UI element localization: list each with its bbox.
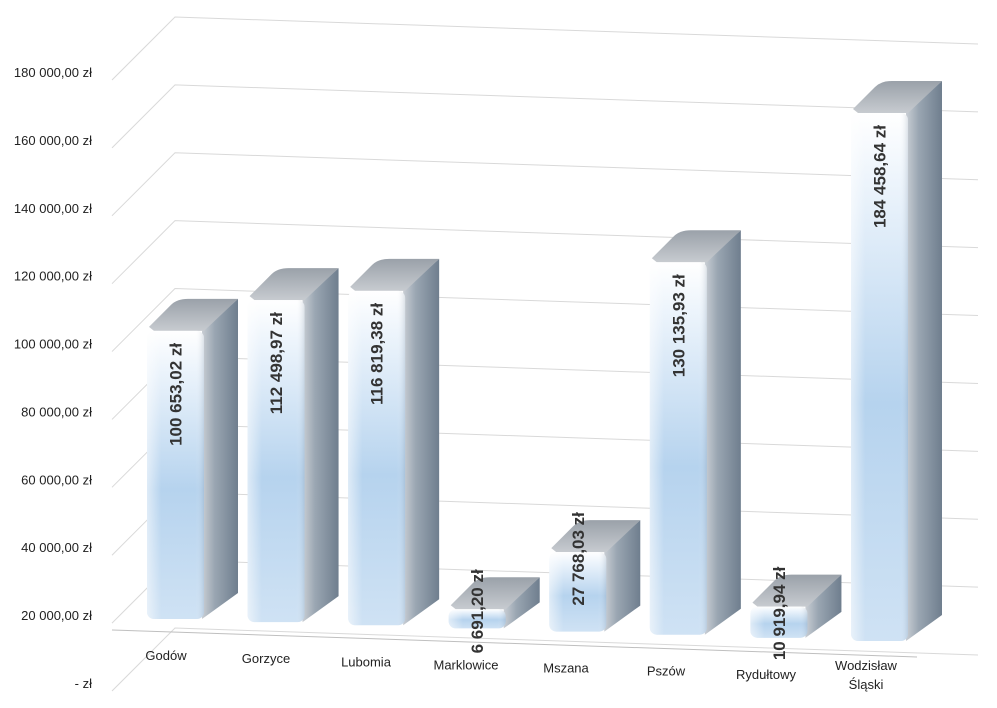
data-label: 10 919,94 zł	[770, 566, 789, 660]
gridline	[111, 288, 979, 352]
bar-side	[302, 268, 339, 623]
bar: 27 768,03 zł	[549, 512, 641, 632]
data-label: 100 653,02 zł	[167, 343, 186, 446]
x-axis-ticks: Godów Gorzyce Lubomia Marklowice Mszana Pszów…	[145, 648, 897, 692]
y-tick-label: 140 000,00 zł	[14, 201, 92, 216]
x-tick-label: Pszów	[647, 664, 686, 679]
data-label: 184 458,64 zł	[871, 125, 890, 228]
bar-front-shade	[851, 113, 908, 641]
bar-side	[503, 577, 540, 629]
bar-top	[249, 268, 339, 301]
bar: 100 653,02 zł	[147, 298, 238, 619]
bar-side	[403, 258, 440, 626]
y-tick-label: 60 000,00 zł	[21, 472, 92, 487]
bar-top	[350, 258, 440, 291]
gridline	[111, 220, 979, 285]
x-tick-label: Marklowice	[433, 657, 498, 672]
bar: 130 135,93 zł	[649, 230, 741, 635]
gridline	[111, 491, 979, 556]
y-axis-ticks: - zł 20 000,00 zł 40 000,00 zł 60 000,00 zł…	[14, 65, 92, 691]
gridline	[111, 627, 979, 692]
x-tick-label: Wodzisław Śląski	[835, 658, 898, 692]
y-tick-label: 100 000,00 zł	[14, 337, 92, 352]
bar-top	[149, 298, 238, 331]
x-axis-line	[111, 629, 918, 658]
y-tick-label: 180 000,00 zł	[14, 65, 92, 80]
y-tick-label: 120 000,00 zł	[14, 269, 92, 284]
bar-top	[450, 577, 540, 610]
bar: 10 919,94 zł	[750, 566, 842, 660]
data-label: 112 498,97 zł	[267, 312, 286, 414]
bar-top	[853, 81, 942, 113]
bar: 116 819,38 zł	[348, 258, 440, 626]
x-tick-label: Rydułtowy	[736, 667, 796, 682]
data-label: 27 768,03 zł	[569, 512, 588, 606]
y-tick-label: 20 000,00 zł	[21, 608, 92, 623]
bar-side	[202, 298, 238, 619]
bar-front-shade	[448, 609, 506, 629]
bar-front-shade	[750, 606, 808, 638]
bar: 6 691,20 zł	[448, 569, 540, 653]
bars: 100 653,02 zł 112 498,97 zł 116 819,38 zł 6…	[147, 81, 942, 660]
bar-top	[651, 230, 741, 263]
x-tick-label: Gorzyce	[242, 651, 290, 666]
y-tick-label: 160 000,00 zł	[14, 133, 92, 148]
x-tick-label: Lubomia	[341, 654, 392, 669]
bar-side	[805, 574, 842, 638]
bar-front-shade	[147, 330, 204, 619]
bar-front-shade	[649, 262, 707, 635]
gridlines	[111, 16, 979, 692]
x-tick-label: Mszana	[543, 661, 589, 676]
data-label: 6 691,20 zł	[468, 569, 487, 653]
bar: 184 458,64 zł	[851, 81, 942, 641]
gridline	[111, 355, 979, 420]
bar-front-shade	[549, 552, 607, 632]
bar-side	[704, 230, 741, 635]
bar-top	[551, 520, 641, 553]
gridline	[111, 152, 979, 217]
gridline	[111, 423, 979, 488]
data-label: 116 819,38 zł	[368, 303, 387, 405]
gridline	[111, 559, 979, 624]
bar: 112 498,97 zł	[247, 268, 339, 623]
bar-top	[752, 574, 842, 607]
gridline	[111, 16, 979, 81]
x-tick-label: Godów	[145, 648, 187, 663]
gridline	[111, 84, 979, 149]
bar-side	[604, 520, 641, 632]
data-label: 130 135,93 zł	[669, 274, 688, 377]
bar-side	[906, 81, 942, 641]
bar-front-shade	[247, 300, 305, 623]
y-tick-label: 40 000,00 zł	[21, 540, 92, 555]
bar-front-shade	[348, 290, 406, 626]
y-tick-label: 80 000,00 zł	[21, 404, 92, 419]
y-tick-label: - zł	[75, 676, 92, 691]
